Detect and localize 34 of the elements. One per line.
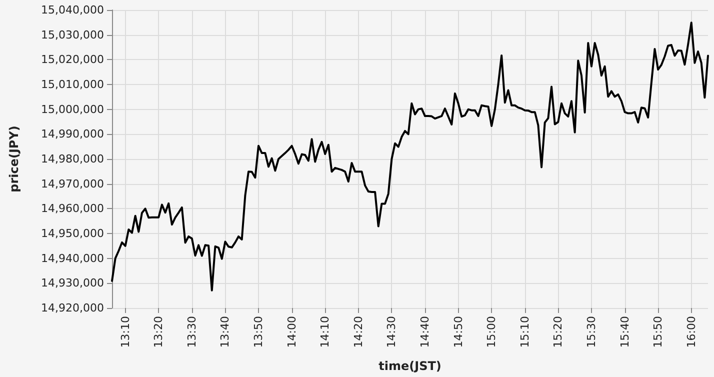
x-tick-label: 13:50 [252,316,265,348]
y-tick-label: 14,960,000 [41,202,104,216]
x-tick-label: 15:40 [618,316,632,348]
y-tick-label: 14,990,000 [41,128,104,141]
x-tick-label: 14:50 [452,316,465,348]
x-tick-label: 13:40 [218,316,232,348]
x-axis-title: time(JST) [378,359,442,373]
line-series [111,22,709,292]
y-tick-label: 14,920,000 [41,302,104,314]
x-tick-label: 13:30 [185,316,198,348]
x-tick-label: 14:10 [318,316,332,348]
x-tick-label: 15:00 [485,316,498,348]
x-tick-label: 14:00 [285,316,298,348]
y-tick-label: 15,010,000 [41,78,104,91]
y-tick-label: 14,930,000 [41,276,104,290]
x-tick-label: 15:30 [584,316,598,348]
y-tick-label: 14,970,000 [41,177,104,190]
x-tick-label: 15:20 [552,316,565,348]
y-tick-label: 14,950,000 [41,227,104,240]
x-tick-label: 15:50 [652,316,665,348]
x-tick-label: 14:30 [385,316,398,348]
x-tick-label: 13:20 [152,316,166,348]
x-tick-label: 13:10 [118,316,132,348]
y-tick-label: 15,040,000 [41,4,104,16]
x-tick-label: 14:40 [418,316,432,348]
y-tick-label: 15,020,000 [41,53,104,66]
x-tick-label: 15:10 [518,316,532,348]
y-axis-title: price(JPY) [7,126,21,192]
y-tick-label: 14,940,000 [41,252,104,265]
x-tick-label: 16:00 [684,316,698,348]
x-tick-label: 14:20 [352,316,365,348]
y-tick-label: 15,030,000 [41,28,104,42]
y-tick-label: 14,980,000 [41,152,104,166]
y-tick-label: 15,000,000 [41,102,104,116]
